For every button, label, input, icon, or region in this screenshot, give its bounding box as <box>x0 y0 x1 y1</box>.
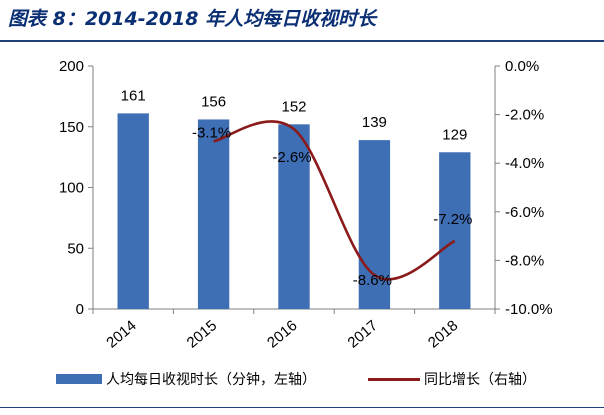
left-tick-label: 100 <box>59 180 84 197</box>
left-tick-label: 200 <box>59 58 84 75</box>
line-data-label: -3.1% <box>192 124 231 141</box>
legend-item-bar: 人均每日收视时长（分钟，左轴） <box>56 369 316 389</box>
bar-data-label: 161 <box>121 87 146 104</box>
bar-data-label: 156 <box>201 93 226 110</box>
right-tick-label: 0.0% <box>505 58 539 75</box>
line-data-label: -2.6% <box>272 149 311 166</box>
left-tick-label: 150 <box>59 119 84 136</box>
bar <box>278 124 310 309</box>
right-tick-label: -6.0% <box>505 204 544 221</box>
x-tick-label: 2017 <box>344 317 380 351</box>
left-tick-label: 0 <box>76 301 84 318</box>
legend-bar-swatch <box>56 374 102 384</box>
line-data-label: -8.6% <box>353 272 392 289</box>
x-tick-label: 2018 <box>425 317 461 351</box>
figure-title: 图表 8：2014-2018 年人均每日收视时长 <box>8 8 377 30</box>
legend-item-line: 同比增长（右轴） <box>368 369 536 389</box>
line-data-label: -7.2% <box>433 211 472 228</box>
legend-bar-label: 人均每日收视时长（分钟，左轴） <box>106 372 316 388</box>
bar-data-label: 139 <box>362 114 387 131</box>
bar-data-label: 129 <box>442 126 467 143</box>
right-tick-label: -2.0% <box>505 107 544 124</box>
legend: 人均每日收视时长（分钟，左轴） 同比增长（右轴） <box>0 369 604 393</box>
right-tick-label: -10.0% <box>505 301 553 318</box>
bar <box>197 119 230 310</box>
title-divider <box>0 40 604 42</box>
bar <box>358 140 391 309</box>
bottom-divider <box>0 407 604 408</box>
x-tick-label: 2016 <box>264 317 300 351</box>
chart: 0 50 100 150 200 0.0% -2.0% -4.0% -6.0% -8.0% -10.… <box>59 58 553 352</box>
legend-line-swatch <box>368 377 420 381</box>
right-tick-label: -8.0% <box>505 252 544 269</box>
bar <box>439 152 471 309</box>
left-tick-label: 50 <box>67 240 84 257</box>
x-tick-label: 2014 <box>103 317 139 351</box>
right-tick-label: -4.0% <box>505 155 544 172</box>
legend-line-label: 同比增长（右轴） <box>424 372 536 388</box>
x-tick-label: 2015 <box>184 317 220 351</box>
growth-line <box>213 120 456 281</box>
bar <box>117 113 149 309</box>
bar-data-label: 152 <box>281 98 306 115</box>
